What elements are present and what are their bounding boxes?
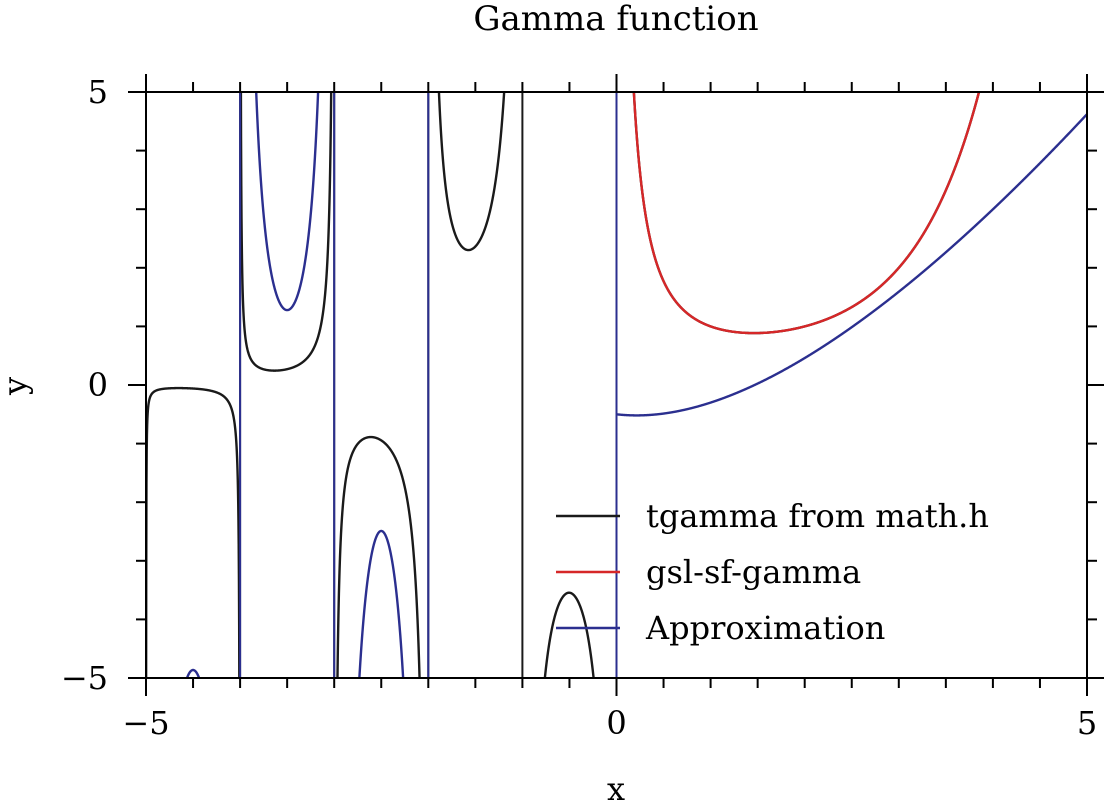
legend: tgamma from math.h gsl-sf-gamma Approximat… xyxy=(556,497,989,647)
series-line-2 xyxy=(185,92,1087,678)
y-tick-label: 5 xyxy=(88,73,108,111)
legend-label-2: Approximation xyxy=(645,609,885,647)
tick-layer: −5 0 5 5 0 −5 xyxy=(61,73,1104,742)
series-line-0 xyxy=(146,92,981,678)
y-tick-label: 0 xyxy=(88,366,108,404)
x-tick-label: 5 xyxy=(1077,704,1097,742)
x-tick-label: −5 xyxy=(122,704,169,742)
x-tick-label: 0 xyxy=(606,704,626,742)
chart-title: Gamma function xyxy=(473,0,758,39)
legend-label-1: gsl-sf-gamma xyxy=(646,553,861,591)
series-layer xyxy=(146,92,1087,678)
y-tick-label: −5 xyxy=(61,659,108,697)
y-axis-label: y xyxy=(0,377,34,396)
series-line-1 xyxy=(632,92,981,335)
x-axis-label: x xyxy=(607,770,625,805)
legend-label-0: tgamma from math.h xyxy=(646,497,989,535)
